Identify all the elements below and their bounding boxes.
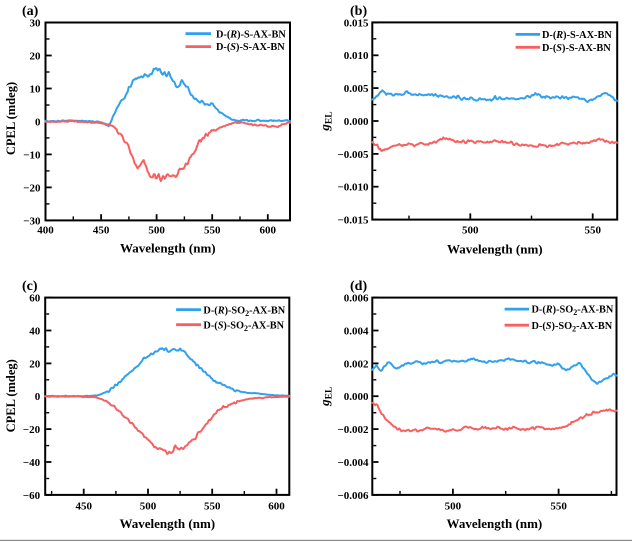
svg-text:(d): (d)	[350, 279, 367, 294]
svg-text:CPEL (mdeg): CPEL (mdeg)	[4, 82, 18, 155]
svg-text:Wavelength (nm): Wavelength (nm)	[447, 516, 543, 531]
svg-text:40: 40	[29, 325, 41, 337]
svg-text:0.004: 0.004	[344, 325, 369, 337]
svg-text:450: 450	[75, 500, 92, 512]
svg-text:D-(R)-SO2-AX-BN: D-(R)-SO2-AX-BN	[203, 305, 285, 318]
svg-text:D-(S)-SO2-AX-BN: D-(S)-SO2-AX-BN	[532, 321, 613, 334]
svg-text:550: 550	[584, 225, 601, 237]
svg-text:gEL: gEL	[317, 111, 335, 131]
svg-text:500: 500	[445, 500, 462, 512]
svg-text:(c): (c)	[22, 279, 38, 294]
svg-text:500: 500	[140, 500, 157, 512]
svg-text:−0.010: −0.010	[337, 182, 369, 194]
svg-text:−10: −10	[23, 149, 41, 161]
svg-text:0.005: 0.005	[344, 83, 369, 95]
svg-text:D-(S)-S-AX-BN: D-(S)-S-AX-BN	[216, 42, 285, 53]
svg-text:10: 10	[30, 83, 42, 95]
svg-text:400: 400	[37, 225, 54, 237]
svg-text:(b): (b)	[350, 4, 367, 19]
svg-text:30: 30	[30, 17, 42, 29]
svg-text:−0.004: −0.004	[337, 457, 369, 469]
svg-text:(a): (a)	[22, 4, 39, 19]
svg-text:Wavelength (nm): Wavelength (nm)	[119, 516, 215, 531]
svg-text:60: 60	[29, 293, 41, 305]
svg-text:Wavelength (nm): Wavelength (nm)	[447, 242, 543, 257]
svg-text:−0.006: −0.006	[337, 490, 369, 502]
svg-text:−40: −40	[23, 457, 41, 469]
svg-text:gEL: gEL	[317, 387, 335, 407]
svg-text:550: 550	[204, 500, 221, 512]
svg-text:0: 0	[35, 391, 41, 403]
svg-text:CPEL (mdeg): CPEL (mdeg)	[4, 359, 18, 432]
svg-text:600: 600	[268, 500, 285, 512]
svg-text:−30: −30	[23, 215, 41, 227]
svg-text:−0.015: −0.015	[337, 215, 369, 227]
svg-text:0.000: 0.000	[344, 116, 369, 128]
svg-text:−0.002: −0.002	[337, 424, 369, 436]
svg-text:450: 450	[93, 225, 110, 237]
svg-text:D-(S)-SO2-AX-BN: D-(S)-SO2-AX-BN	[203, 320, 284, 333]
svg-text:Wavelength (nm): Wavelength (nm)	[120, 241, 216, 256]
svg-text:−0.005: −0.005	[337, 149, 369, 161]
svg-text:D-(R)-S-AX-BN: D-(R)-S-AX-BN	[542, 30, 612, 41]
svg-text:0.010: 0.010	[344, 50, 369, 62]
svg-text:500: 500	[462, 225, 479, 237]
svg-text:550: 550	[204, 225, 221, 237]
svg-text:20: 20	[30, 50, 42, 62]
svg-text:0.002: 0.002	[344, 358, 369, 370]
svg-text:D-(R)-S-AX-BN: D-(R)-S-AX-BN	[216, 29, 286, 40]
svg-text:550: 550	[550, 500, 567, 512]
svg-text:−20: −20	[23, 182, 41, 194]
svg-text:500: 500	[148, 225, 165, 237]
svg-text:0.006: 0.006	[344, 293, 369, 305]
svg-text:D-(R)-SO2-AX-BN: D-(R)-SO2-AX-BN	[532, 305, 614, 318]
svg-text:0.000: 0.000	[344, 391, 369, 403]
svg-text:D-(S)-S-AX-BN: D-(S)-S-AX-BN	[542, 43, 611, 54]
svg-text:0: 0	[35, 116, 41, 128]
svg-text:600: 600	[260, 225, 277, 237]
svg-text:20: 20	[29, 358, 41, 370]
svg-text:−60: −60	[23, 490, 41, 502]
svg-text:−20: −20	[23, 424, 41, 436]
svg-text:0.015: 0.015	[344, 17, 369, 29]
